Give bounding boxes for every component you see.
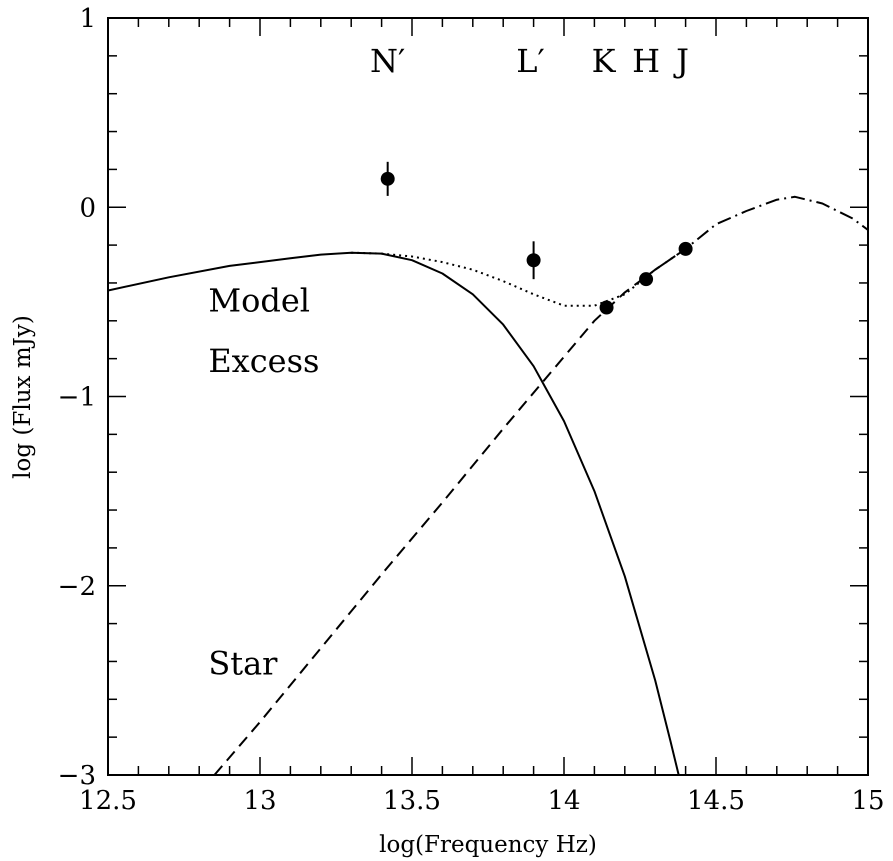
data-point [678,241,693,256]
data-point [380,171,395,186]
y-tick-label: 0 [79,193,96,223]
solid-curve [108,251,680,775]
curve-annotation: Star [208,645,278,683]
x-tick-label: 13.5 [383,786,441,816]
curve-annotation: Model [208,281,310,319]
dash-dot-curve [654,195,868,271]
curve-annotation: Excess [208,342,319,380]
y-axis-title: log (Flux mJy) [10,315,36,479]
band-label: J [673,42,689,80]
y-tick-label: −1 [58,383,96,413]
model-curves [108,195,868,775]
data-point [639,272,654,287]
data-points [380,161,693,315]
x-axis-title: log(Frequency Hz) [379,832,597,858]
y-tick-label: −2 [58,572,96,602]
curve-annotations: Model Excess Star [208,281,319,682]
axis-ticks [107,17,869,776]
band-label: L′ [516,42,545,80]
axis-tick-labels: 12.5 13 13.5 14 14.5 15 −3 −2 −1 0 1 [58,4,885,816]
band-label: N′ [370,42,405,80]
x-tick-label: 12.5 [79,786,137,816]
dashed-curve [213,248,687,775]
band-label: K [592,42,617,80]
band-label: H [632,42,660,80]
dotted-curve [351,251,656,307]
x-tick-label: 13 [243,786,276,816]
data-point [526,253,541,268]
band-labels: N′ L′ K H J [370,42,689,80]
y-tick-label: −3 [58,761,96,791]
x-tick-label: 14.5 [687,786,745,816]
y-tick-label: 1 [79,4,96,34]
x-tick-label: 15 [851,786,884,816]
x-tick-label: 14 [547,786,580,816]
data-point [599,300,614,315]
